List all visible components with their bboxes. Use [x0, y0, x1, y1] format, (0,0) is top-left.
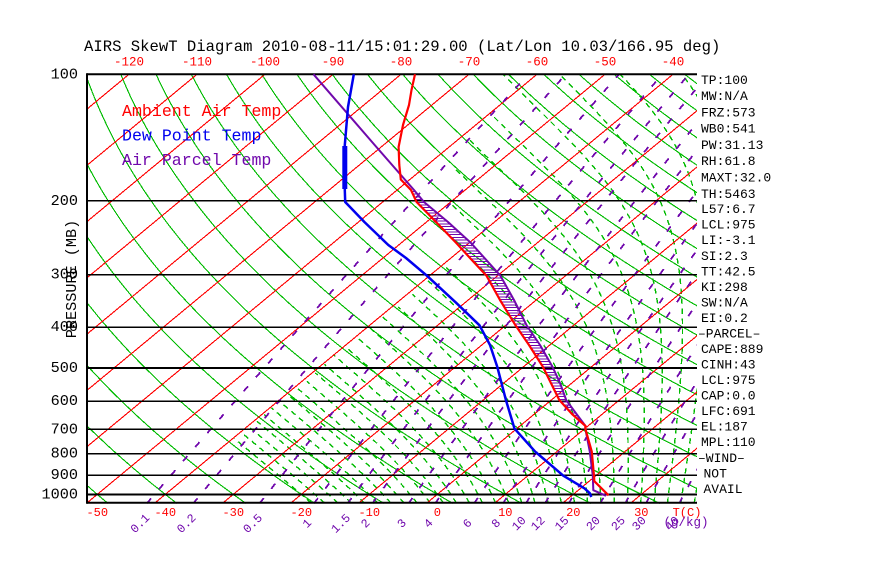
svg-text:30: 30 — [634, 506, 648, 520]
svg-text:KI:298: KI:298 — [701, 280, 748, 295]
svg-text:Ambient Air Temp: Ambient Air Temp — [122, 102, 281, 121]
svg-text:400: 400 — [51, 318, 78, 336]
svg-text:TP:100: TP:100 — [701, 73, 748, 88]
svg-text:AVAIL: AVAIL — [704, 482, 743, 497]
svg-text:800: 800 — [51, 445, 78, 463]
svg-text:-100: -100 — [250, 56, 280, 70]
svg-text:-50: -50 — [594, 56, 617, 70]
svg-text:-30: -30 — [222, 506, 244, 520]
svg-text:LFC:691: LFC:691 — [701, 404, 756, 419]
svg-text:10: 10 — [498, 506, 512, 520]
svg-text:0: 0 — [434, 506, 441, 520]
svg-text:EI:0.2: EI:0.2 — [701, 311, 748, 326]
svg-text:MW:N/A: MW:N/A — [701, 89, 748, 104]
svg-text:–PARCEL–: –PARCEL– — [698, 327, 760, 342]
svg-text:-80: -80 — [390, 56, 413, 70]
svg-text:-90: -90 — [322, 56, 345, 70]
svg-text:WB0:541: WB0:541 — [701, 122, 756, 137]
svg-text:–WIND–: –WIND– — [698, 451, 745, 466]
svg-text:NOT: NOT — [704, 466, 728, 481]
svg-text:-120: -120 — [114, 56, 144, 70]
svg-text:(g/kg): (g/kg) — [663, 516, 708, 530]
svg-text:-50: -50 — [86, 506, 108, 520]
svg-text:300: 300 — [51, 266, 78, 284]
svg-text:-60: -60 — [526, 56, 549, 70]
svg-text:600: 600 — [51, 392, 78, 410]
svg-text:SW:N/A: SW:N/A — [701, 295, 748, 310]
svg-text:MAXT:32.0: MAXT:32.0 — [701, 171, 771, 186]
svg-text:EL:187: EL:187 — [701, 420, 748, 435]
svg-text:700: 700 — [51, 420, 78, 438]
svg-text:100: 100 — [51, 65, 78, 83]
svg-text:900: 900 — [51, 466, 78, 484]
svg-text:-110: -110 — [182, 56, 212, 70]
svg-text:-20: -20 — [290, 506, 312, 520]
svg-text:LCL:975: LCL:975 — [701, 373, 756, 388]
svg-text:CAPE:889: CAPE:889 — [701, 342, 763, 357]
svg-text:MPL:110: MPL:110 — [701, 435, 756, 450]
svg-text:CINH:43: CINH:43 — [701, 358, 756, 373]
svg-text:-10: -10 — [358, 506, 380, 520]
svg-text:SI:2.3: SI:2.3 — [701, 249, 748, 264]
svg-text:500: 500 — [51, 359, 78, 377]
svg-text:-40: -40 — [154, 506, 176, 520]
svg-text:-70: -70 — [458, 56, 481, 70]
svg-text:L57:6.7: L57:6.7 — [701, 202, 756, 217]
svg-text:LCL:975: LCL:975 — [701, 218, 756, 233]
svg-text:PRESSURE (MB): PRESSURE (MB) — [63, 220, 81, 338]
svg-text:LI:-3.1: LI:-3.1 — [701, 233, 756, 248]
svg-text:CAP:0.0: CAP:0.0 — [701, 389, 756, 404]
svg-text:T(C): T(C) — [673, 506, 702, 520]
svg-text:20: 20 — [566, 506, 580, 520]
svg-text:1000: 1000 — [42, 485, 78, 503]
svg-text:AIRS SkewT Diagram 2010-08-11/: AIRS SkewT Diagram 2010-08-11/15:01:29.0… — [84, 38, 720, 56]
svg-text:FRZ:573: FRZ:573 — [701, 105, 756, 120]
svg-text:PW:31.13: PW:31.13 — [701, 138, 763, 153]
svg-text:TT:42.5: TT:42.5 — [701, 264, 756, 279]
svg-text:RH:61.8: RH:61.8 — [701, 154, 756, 169]
svg-text:TH:5463: TH:5463 — [701, 187, 756, 202]
svg-text:Dew Point Temp: Dew Point Temp — [122, 127, 261, 146]
svg-text:-40: -40 — [662, 56, 685, 70]
svg-text:Air Parcel Temp: Air Parcel Temp — [122, 151, 271, 170]
svg-text:200: 200 — [51, 192, 78, 210]
